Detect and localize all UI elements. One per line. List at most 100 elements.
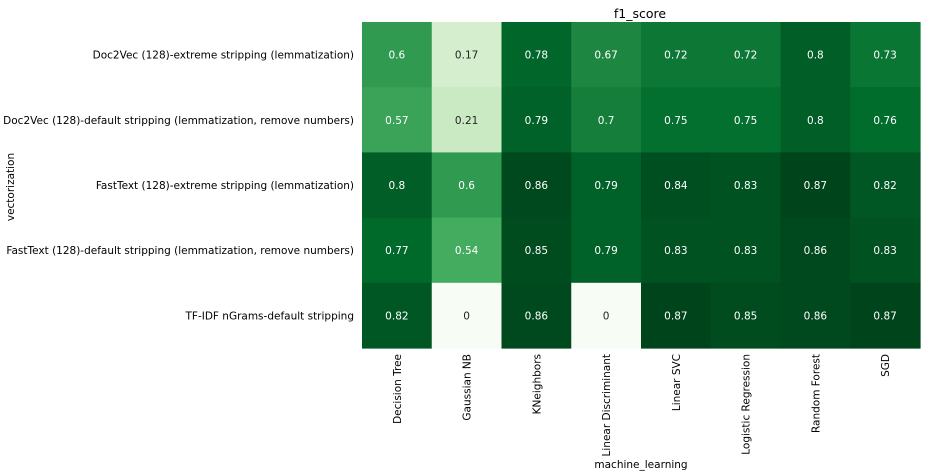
heatmap-cell <box>850 217 921 284</box>
cell-value-label: 0.6 <box>458 180 475 192</box>
cell-value-label: 0.82 <box>385 310 408 322</box>
heatmap-cell <box>710 22 782 88</box>
cell-value-label: 0.8 <box>807 50 824 62</box>
x-tick-label: Gaussian NB <box>462 354 474 421</box>
cell-value-label: 0.86 <box>525 180 549 192</box>
heatmap-cell <box>780 217 851 284</box>
y-tick-label: Doc2Vec (128)-default stripping (lemmati… <box>3 115 354 127</box>
heatmap-cell <box>501 282 572 349</box>
cell-value-label: 0.82 <box>873 180 896 192</box>
heatmap-cells: 0.6 0.17 0.78 0.67 0.72 0.72 0.8 0.73 0.57 0.21 0.… <box>362 22 921 349</box>
heatmap-cell <box>641 217 712 284</box>
cell-value-label: 0.85 <box>525 245 548 257</box>
cell-value-label: 0.83 <box>734 245 757 257</box>
heatmap-cell <box>571 217 642 284</box>
cell-value-label: 0.86 <box>804 310 828 322</box>
cell-value-label: 0.73 <box>873 50 896 62</box>
heatmap-cell <box>501 87 572 153</box>
cell-value-label: 0.83 <box>873 245 896 257</box>
cell-value-label: 0.75 <box>734 115 757 127</box>
cell-value-label: 0.87 <box>873 310 896 322</box>
y-tick-label: TF-IDF nGrams-default stripping <box>184 310 354 322</box>
heatmap-cell <box>571 87 642 153</box>
heatmap-cell <box>780 152 851 219</box>
heatmap-cell <box>850 22 921 88</box>
heatmap-cell <box>780 22 851 88</box>
chart-title: f1_score <box>614 6 667 21</box>
heatmap-cell <box>780 87 851 153</box>
x-tick-label: SGD <box>880 354 892 377</box>
heatmap-cell <box>850 87 921 153</box>
heatmap-cell <box>641 87 712 153</box>
heatmap-cell <box>641 22 712 88</box>
x-axis-label: machine_learning <box>594 459 687 471</box>
cell-value-label: 0.57 <box>385 115 408 127</box>
cell-value-label: 0.8 <box>807 115 824 127</box>
heatmap-cell <box>571 152 642 219</box>
heatmap-cell <box>850 152 921 219</box>
cell-value-label: 0.79 <box>594 245 617 257</box>
x-tick-label: KNeighbors <box>531 354 543 414</box>
cell-value-label: 0.83 <box>664 245 687 257</box>
cell-value-label: 0.86 <box>804 245 828 257</box>
heatmap-cell <box>501 217 572 284</box>
x-tick-label: Logistic Regression <box>741 354 753 455</box>
cell-value-label: 0.85 <box>734 310 757 322</box>
x-tick-labels: Decision Tree Gaussian NB KNeighbors Linear… <box>392 354 892 456</box>
cell-value-label: 0.75 <box>664 115 687 127</box>
heatmap-cell <box>362 217 433 284</box>
heatmap-cell <box>710 217 782 284</box>
heatmap-cell <box>710 152 782 219</box>
cell-value-label: 0.86 <box>525 310 549 322</box>
heatmap-cell <box>431 87 503 153</box>
cell-value-label: 0.72 <box>664 50 687 62</box>
cell-value-label: 0.79 <box>525 115 548 127</box>
heatmap-cell <box>571 282 642 349</box>
heatmap-cell <box>431 152 503 219</box>
cell-value-label: 0.84 <box>664 180 688 192</box>
heatmap-cell <box>362 22 433 88</box>
heatmap-cell <box>710 87 782 153</box>
cell-value-label: 0 <box>463 310 470 322</box>
heatmap-cell <box>710 282 782 349</box>
cell-value-label: 0.77 <box>385 245 408 257</box>
heatmap-cell <box>431 22 503 88</box>
heatmap-cell <box>850 282 921 349</box>
cell-value-label: 0.83 <box>734 180 757 192</box>
y-tick-label: FastText (128)-default stripping (lemmat… <box>6 245 354 257</box>
heatmap-cell <box>641 282 712 349</box>
heatmap-cell <box>780 282 851 349</box>
cell-value-label: 0.72 <box>734 50 757 62</box>
heatmap-cell <box>362 152 433 219</box>
y-tick-labels: Doc2Vec (128)-extreme stripping (lemmati… <box>3 50 354 323</box>
cell-value-label: 0.79 <box>594 180 617 192</box>
heatmap-cell <box>362 87 433 153</box>
x-tick-label: Linear SVC <box>671 354 683 411</box>
cell-value-label: 0.67 <box>594 50 617 62</box>
heatmap-cell <box>362 282 433 349</box>
cell-value-label: 0.87 <box>664 310 687 322</box>
y-axis-label: vectorization <box>5 153 17 221</box>
heatmap-cell <box>641 152 712 219</box>
heatmap-cell <box>501 22 572 88</box>
heatmap-cell <box>571 22 642 88</box>
cell-value-label: 0.54 <box>455 245 479 257</box>
heatmap-cell <box>431 217 503 284</box>
cell-value-label: 0.76 <box>873 115 897 127</box>
x-tick-label: Linear Discriminant <box>601 354 613 456</box>
cell-value-label: 0.78 <box>525 50 548 62</box>
y-tick-label: FastText (128)-extreme stripping (lemmat… <box>96 180 354 192</box>
cell-value-label: 0.21 <box>455 115 478 127</box>
cell-value-label: 0.8 <box>389 180 406 192</box>
cell-value-label: 0.6 <box>389 50 406 62</box>
heatmap-cell <box>431 282 503 349</box>
x-tick-label: Random Forest <box>810 354 822 433</box>
cell-value-label: 0.17 <box>455 50 478 62</box>
x-tick-label: Decision Tree <box>392 354 404 424</box>
cell-value-label: 0.7 <box>598 115 615 127</box>
y-tick-label: Doc2Vec (128)-extreme stripping (lemmati… <box>93 50 354 62</box>
cell-value-label: 0 <box>603 310 610 322</box>
cell-value-label: 0.87 <box>804 180 827 192</box>
heatmap-cell <box>501 152 572 219</box>
